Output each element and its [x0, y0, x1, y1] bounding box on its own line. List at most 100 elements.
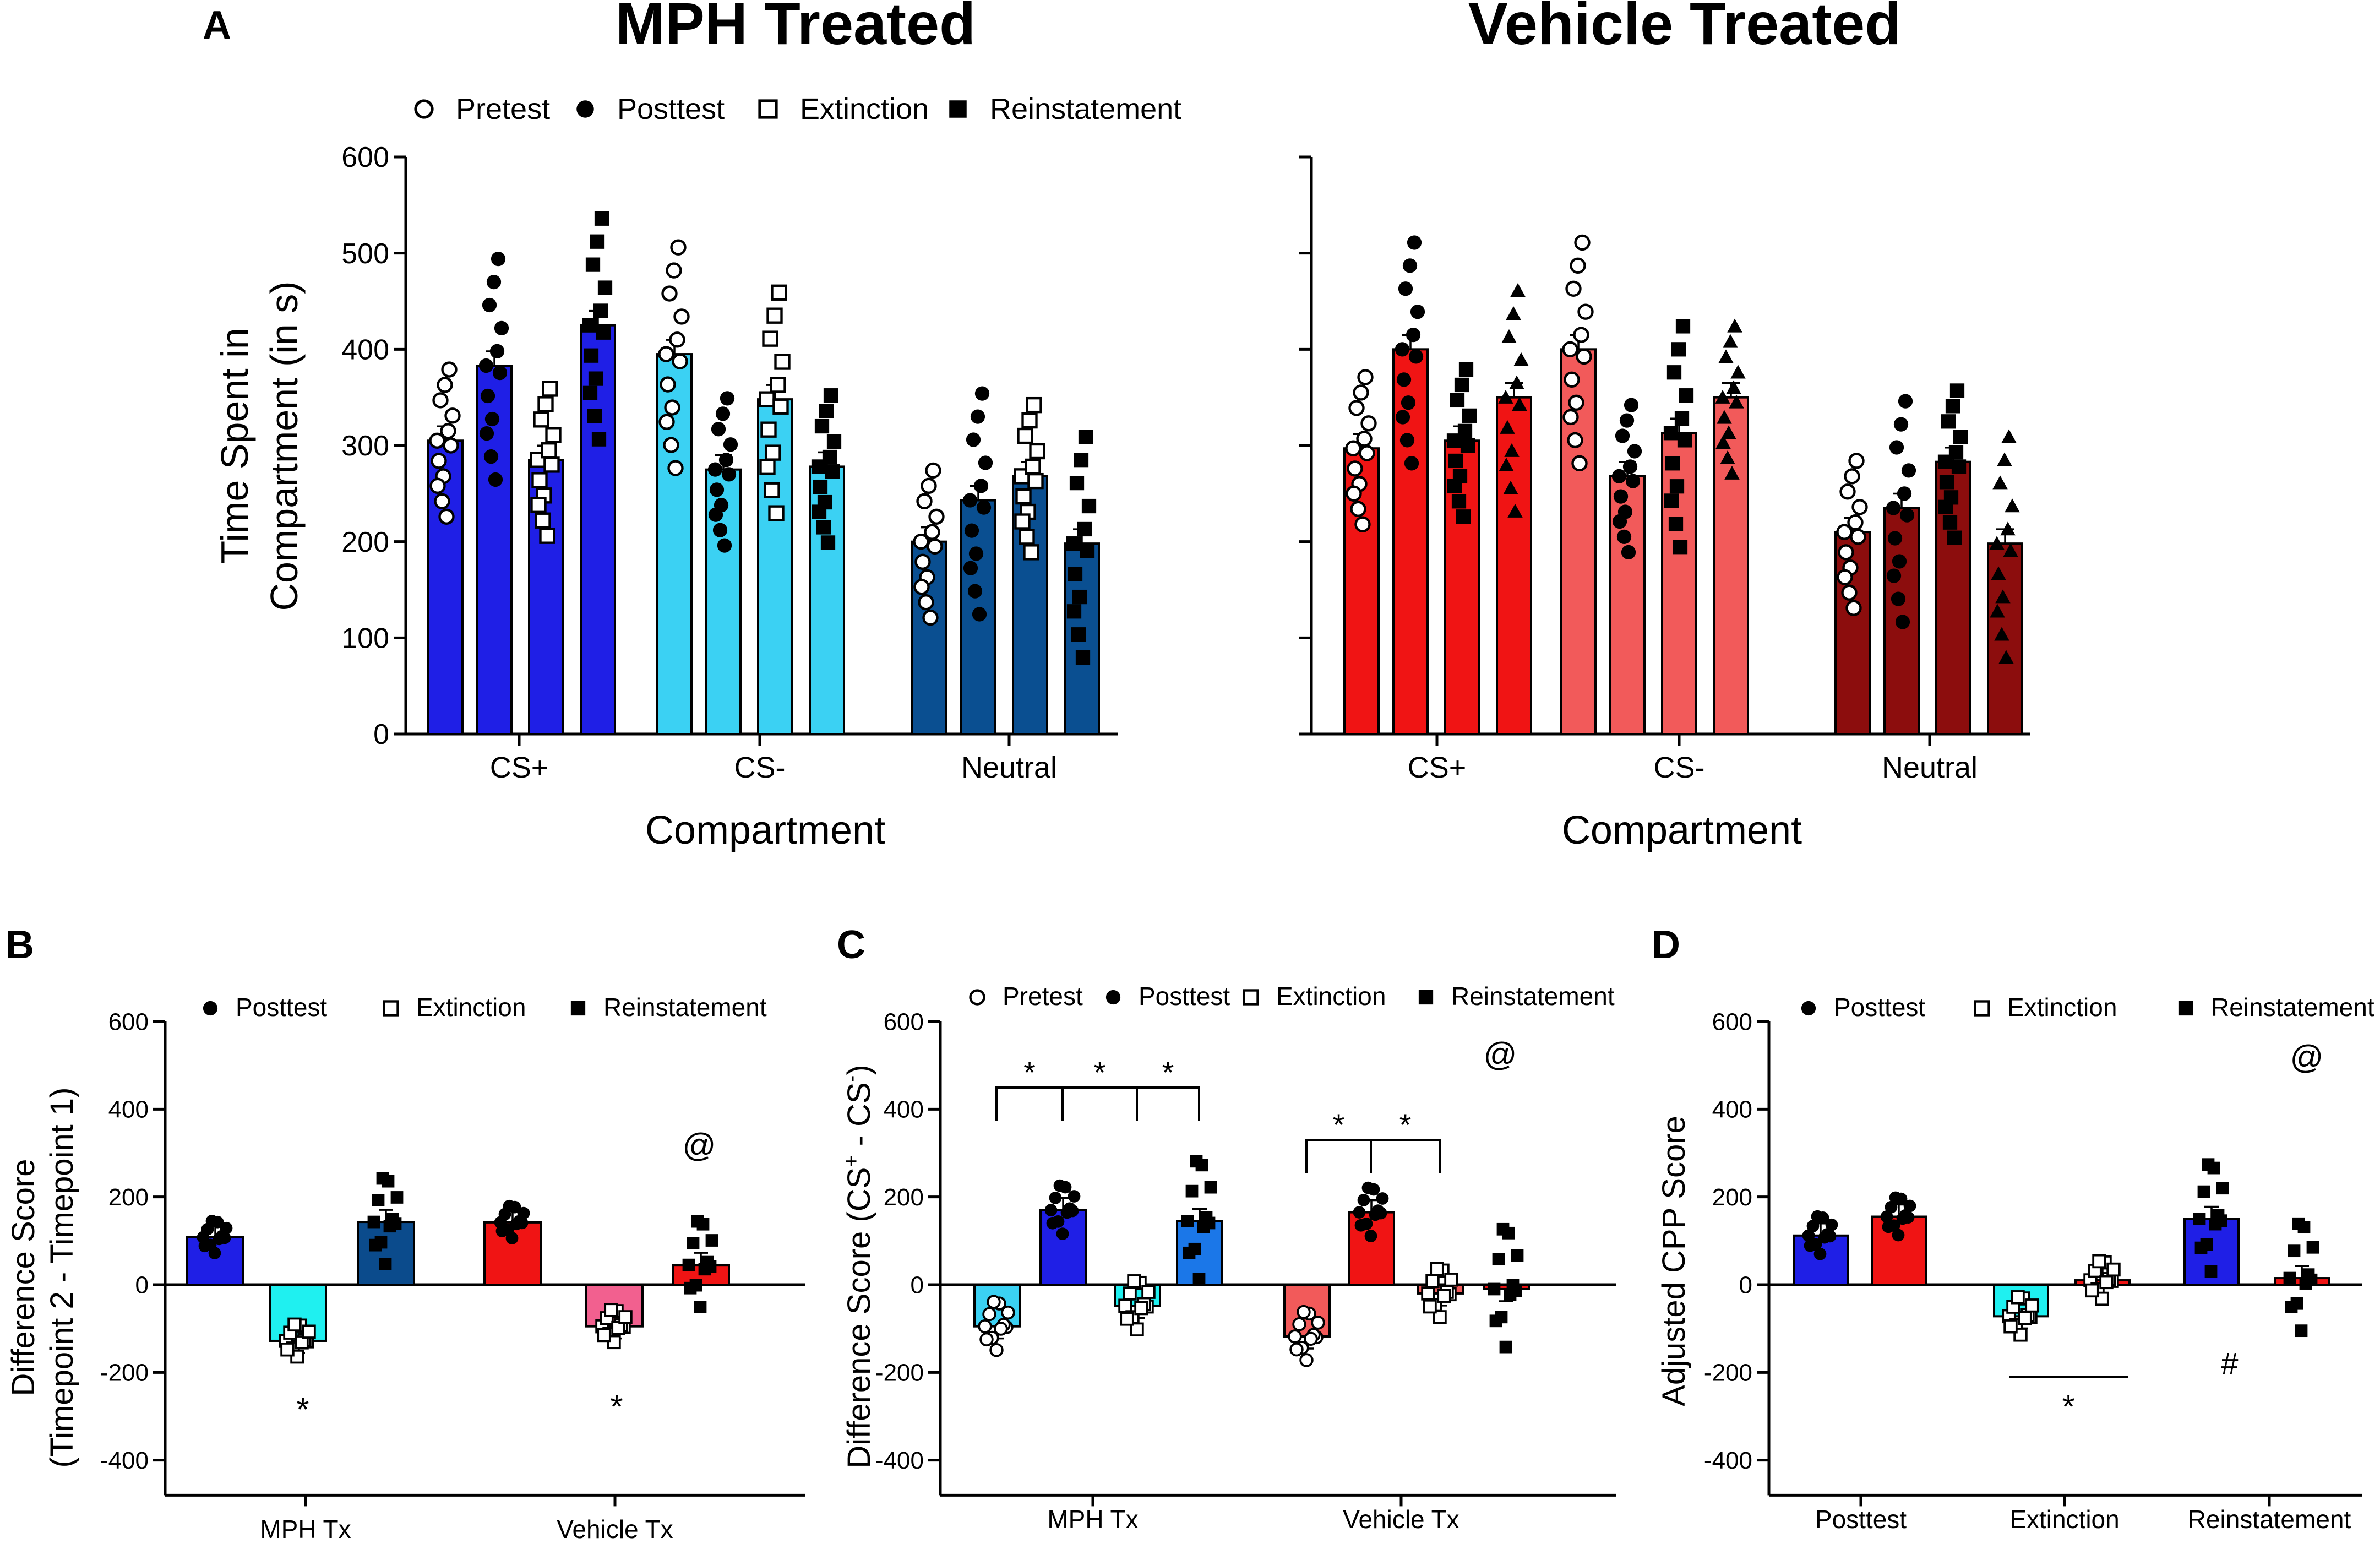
yar-data-point	[1402, 258, 1418, 273]
pd-data-point	[1889, 1191, 1902, 1204]
pd-data-point	[2011, 1290, 2025, 1305]
ya-data-point	[532, 498, 546, 512]
ya-data-point	[915, 580, 929, 594]
yar-data-point	[1992, 475, 2008, 490]
pb-data-point	[597, 1328, 611, 1343]
yar-data-point	[1398, 281, 1413, 296]
ya-data-point	[968, 546, 984, 561]
yar-data-point	[1399, 433, 1415, 448]
yar-x-tick-label: Neutral	[1882, 751, 1978, 784]
pd-data-point	[1892, 1229, 1905, 1242]
pc-data-point	[1496, 1222, 1510, 1236]
pb-y-tick-label: 600	[108, 1008, 149, 1035]
yar-data-point	[1625, 474, 1641, 488]
pc-data-point	[1204, 1181, 1217, 1194]
pc-data-point	[1369, 1208, 1382, 1221]
ya-data-point	[1023, 414, 1037, 427]
pc-y-tick-label: -400	[875, 1447, 924, 1474]
ya-data-point	[762, 423, 776, 437]
ya-data-point	[1020, 530, 1034, 543]
panel-a-y-axis-title-line2: Compartment (in s)	[263, 281, 306, 611]
pd-data-point	[2285, 1301, 2298, 1314]
yar-data-point	[1356, 518, 1370, 531]
pc-data-point	[1488, 1282, 1501, 1296]
pd-data-point	[1896, 1212, 1909, 1225]
yar-data-point	[1360, 446, 1374, 460]
pd-legend-marker	[1801, 1001, 1816, 1016]
pd-x-tick-label: Reinstatement	[2188, 1505, 2351, 1534]
pc-data-point	[1489, 1314, 1502, 1328]
yar-data-point	[1458, 362, 1474, 377]
pc-data-point	[1299, 1353, 1314, 1367]
yar-data-point	[1564, 343, 1577, 356]
yar-data-point	[1951, 459, 1967, 474]
pb-data-point	[198, 1240, 211, 1253]
yar-data-point	[1891, 591, 1906, 606]
yar-data-point	[1853, 500, 1867, 514]
pb-data-point	[503, 1199, 516, 1213]
pc-legend-marker	[971, 991, 984, 1004]
ya-data-point	[709, 482, 725, 497]
ya-data-point	[822, 449, 837, 465]
pc-annotation: *	[1333, 1107, 1345, 1142]
yar-data-point	[1619, 413, 1635, 428]
pd-data-point	[2216, 1182, 2229, 1195]
ya-data-point	[597, 280, 613, 295]
yar-data-point	[1611, 469, 1627, 484]
pb-data-point	[280, 1343, 295, 1357]
pb-data-point	[369, 1238, 382, 1252]
ya-data-point	[484, 411, 500, 427]
yar-data-point	[1849, 515, 1862, 529]
pb-data-point	[705, 1234, 718, 1247]
ya-data-point	[660, 415, 674, 429]
ya-data-point	[435, 494, 449, 508]
pc-data-point	[1376, 1192, 1389, 1205]
ya-data-point	[482, 297, 497, 313]
pc-annotation: *	[1023, 1055, 1036, 1090]
pc-data-point	[1297, 1305, 1311, 1319]
panel-a-legend-label: Reinstatement	[990, 93, 1181, 126]
pb-data-point	[376, 1172, 389, 1185]
panel-a-right-title: Vehicle Treated	[1468, 0, 1901, 57]
ya-data-point	[541, 529, 554, 543]
ya-data-point	[536, 514, 550, 528]
yar-data-point	[1723, 334, 1738, 348]
pc-data-point	[1181, 1215, 1194, 1227]
ya-data-point	[930, 510, 944, 524]
ya-y-tick-label: 0	[373, 719, 389, 751]
panel-a-legend-marker	[760, 101, 776, 117]
panel-b-chart: -400 -200 0 200 400 600 MPH Tx Vehicle Tx Postte…	[6, 993, 805, 1543]
yar-data-point	[1352, 502, 1365, 516]
yar-data-point	[1886, 568, 1902, 583]
pb-y-axis-title: Difference Score(Timepoint 2 - Timepoint…	[6, 1088, 80, 1468]
ya-data-point	[774, 400, 788, 414]
yar-data-point	[1941, 414, 1956, 429]
ya-data-point	[542, 443, 556, 457]
pd-data-point	[2204, 1265, 2218, 1278]
pd-data-point	[1825, 1218, 1838, 1231]
pd-data-point	[2099, 1275, 2114, 1290]
pc-y-axis-title: Difference Score (CS+ - CS-)	[840, 1064, 877, 1468]
pb-legend-marker	[570, 1001, 586, 1016]
pc-data-point	[1001, 1305, 1015, 1320]
yar-data-point	[1395, 410, 1410, 425]
ya-y-tick-label: 500	[341, 238, 389, 270]
pc-error-bar	[1192, 1208, 1207, 1221]
ya-data-point	[978, 455, 993, 470]
ya-data-point	[1027, 398, 1041, 412]
ya-data-point	[432, 454, 446, 468]
yar-data-point	[1564, 410, 1578, 424]
ya-data-point	[661, 378, 675, 392]
pb-data-point	[367, 1215, 380, 1229]
yar-data-point	[1730, 365, 1746, 379]
yar-data-point	[1939, 475, 1954, 490]
ya-data-point	[814, 418, 830, 434]
pd-data-point	[2003, 1319, 2018, 1334]
yar-data-point	[1577, 350, 1591, 363]
pc-data-point	[1444, 1273, 1458, 1287]
ya-data-point	[1081, 498, 1097, 514]
yar-data-point	[1616, 529, 1632, 545]
yar-data-point	[1612, 514, 1627, 529]
pb-data-point	[379, 1258, 392, 1270]
